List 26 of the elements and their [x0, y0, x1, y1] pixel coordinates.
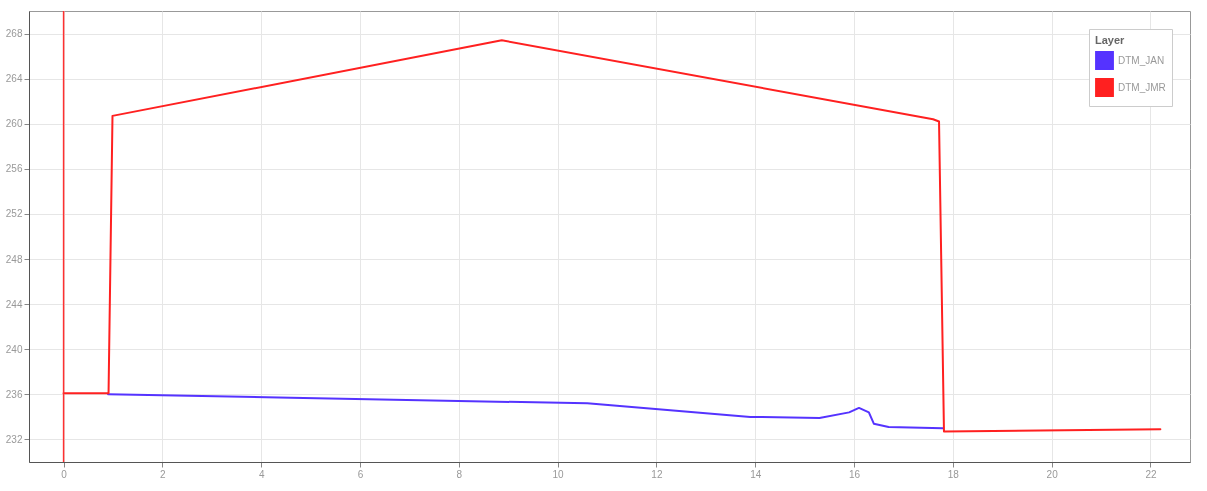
y-tick-label: 244 [5, 298, 23, 310]
legend-label: DTM_JAN [1118, 54, 1165, 66]
line-series [107, 393, 944, 430]
y-tick-label: 260 [5, 118, 23, 130]
x-tick-label: 16 [848, 468, 861, 480]
x-tick-label: 18 [947, 468, 960, 480]
y-tick-label: 236 [5, 388, 23, 400]
y-tick-label: 264 [5, 73, 23, 85]
y-tick-label: 252 [5, 208, 23, 220]
x-tick-label: 6 [357, 468, 364, 480]
x-tick-label: 10 [552, 468, 565, 480]
y-tick-label: 240 [5, 343, 23, 355]
y-tick-label: 248 [5, 253, 23, 265]
x-tick-label: 0 [61, 468, 68, 480]
x-tick-label: 12 [651, 468, 663, 480]
legend-title: Layer [1095, 34, 1126, 46]
legend-label: DTM_JMR [1118, 81, 1166, 93]
x-tick-label: 4 [258, 468, 265, 480]
y-tick-label: 256 [5, 163, 23, 175]
y-tick-label: 232 [5, 433, 23, 445]
y-tick-label: 268 [5, 28, 23, 40]
x-tick-label: 2 [160, 468, 167, 480]
x-tick-label: 8 [456, 468, 463, 480]
x-tick-label: 20 [1046, 468, 1059, 480]
x-tick-label: 14 [750, 468, 762, 480]
x-tick-label: 22 [1145, 468, 1157, 480]
